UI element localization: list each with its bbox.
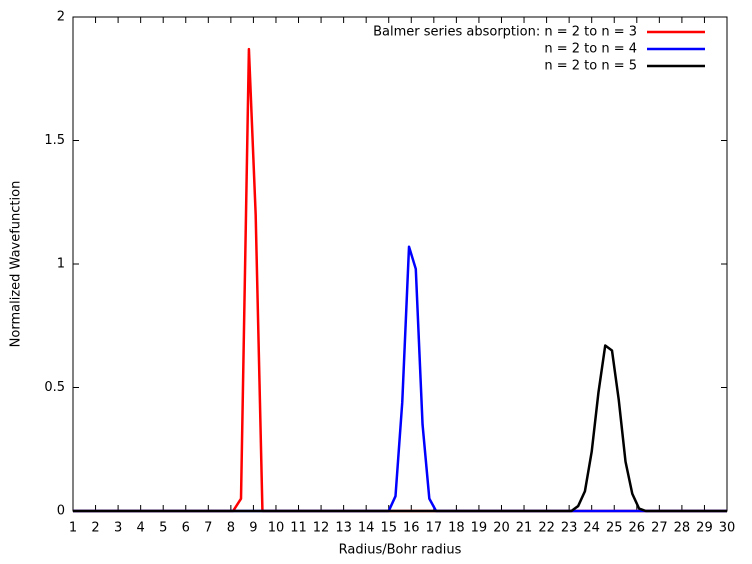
x-tick-label: 30: [719, 521, 736, 536]
x-tick-label: 23: [561, 521, 578, 536]
x-tick-label: 10: [268, 521, 285, 536]
x-tick-label: 8: [227, 521, 235, 536]
y-tick-label: 1: [57, 257, 65, 272]
x-tick-label: 20: [493, 521, 510, 536]
x-tick-label: 2: [91, 521, 99, 536]
x-tick-label: 17: [426, 521, 443, 536]
x-tick-label: 7: [204, 521, 212, 536]
legend-label: n = 2 to n = 5: [544, 59, 637, 74]
x-tick-label: 14: [358, 521, 375, 536]
x-tick-label: 5: [159, 521, 167, 536]
x-tick-label: 3: [114, 521, 122, 536]
x-tick-label: 16: [403, 521, 420, 536]
y-tick-label: 1.5: [44, 133, 65, 148]
y-tick-label: 0.5: [44, 380, 65, 395]
x-tick-label: 6: [182, 521, 190, 536]
series-line: [73, 245, 727, 513]
x-tick-label: 27: [651, 521, 668, 536]
x-tick-label: 13: [335, 521, 352, 536]
legend-label: Balmer series absorption: n = 2 to n = 3: [373, 25, 637, 40]
x-tick-label: 28: [674, 521, 691, 536]
x-tick-label: 11: [290, 521, 307, 536]
x-tick-label: 12: [313, 521, 330, 536]
x-tick-label: 1: [69, 521, 77, 536]
series-line: [73, 344, 727, 513]
y-tick-label: 2: [57, 10, 65, 25]
x-tick-label: 9: [249, 521, 257, 536]
x-tick-label: 22: [538, 521, 555, 536]
x-tick-label: 15: [380, 521, 397, 536]
x-tick-label: 26: [629, 521, 646, 536]
x-tick-label: 24: [583, 521, 600, 536]
y-axis-label: Normalized Wavefunction: [9, 181, 24, 348]
x-tick-label: 21: [516, 521, 533, 536]
x-tick-label: 4: [137, 521, 145, 536]
x-axis-label: Radius/Bohr radius: [339, 543, 462, 558]
x-tick-label: 25: [606, 521, 623, 536]
x-tick-label: 19: [471, 521, 488, 536]
legend-label: n = 2 to n = 4: [544, 42, 637, 57]
x-tick-label: 29: [696, 521, 713, 536]
y-tick-label: 0: [57, 504, 65, 519]
x-tick-label: 18: [448, 521, 465, 536]
